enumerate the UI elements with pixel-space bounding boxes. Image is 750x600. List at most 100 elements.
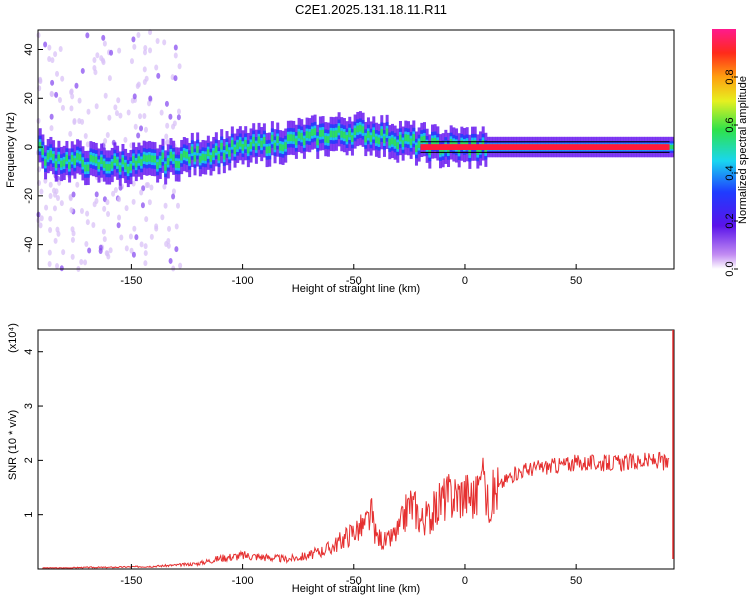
spectrogram-ridge-cell [142, 154, 146, 162]
spectrogram-ridge-cell [110, 161, 114, 169]
spectrogram-noise-blob [175, 202, 180, 209]
spectrogram-ridge-cell [321, 129, 325, 137]
spectrogram-noise-blob [113, 104, 118, 111]
spectrogram-noise-blob [143, 250, 148, 257]
spectrogram-ridge-cell [228, 149, 232, 157]
bottom-x-tick-label: 50 [570, 575, 582, 587]
spectrogram-ridge-cell [318, 130, 322, 137]
spectrogram-ridge-cell [225, 144, 229, 152]
top-x-tick-label: -100 [232, 275, 254, 287]
spectrogram-ridge-cell [468, 148, 472, 156]
spectrogram-noise-blob [143, 49, 148, 56]
spectrogram-noise-blob [53, 191, 58, 198]
spectrogram-noise-blob [103, 137, 108, 144]
spectrogram-noise-blob [136, 132, 141, 139]
bottom-x-tick-label: -100 [232, 575, 254, 587]
spectrogram-noise-blob [107, 75, 112, 82]
spectrogram-noise-blob [92, 57, 97, 64]
spectrogram-noise-blob [143, 260, 148, 267]
spectrogram-ridge-cell [481, 140, 485, 147]
spectrogram-noise-blob [59, 200, 64, 207]
spectrogram-noise-blob [84, 240, 89, 247]
spectrogram-ridge-cell [342, 131, 346, 139]
spectrogram-ridge-cell [174, 160, 178, 168]
spectrogram-noise-blob [72, 117, 77, 124]
spectrogram-noise-blob [164, 133, 169, 140]
spectrogram-ridge-cell [460, 140, 464, 148]
spectrogram-noise-blob [61, 249, 66, 256]
spectrogram-ridge-cell [268, 146, 272, 154]
spectrogram-ridge-cell [366, 131, 370, 138]
snr-frame [37, 329, 675, 570]
spectrogram-ridge-cell [60, 160, 64, 168]
spectrogram-noise-blob [155, 38, 160, 45]
spectrogram-noise-blob [131, 36, 136, 43]
spectrogram-noise-blob [68, 130, 73, 137]
top-x-tick-label: -150 [120, 275, 142, 287]
colorbar-tick-label: 0.4 [724, 165, 736, 180]
spectrogram-noise-blob [139, 189, 144, 196]
spectrogram-ridge-cell [105, 164, 109, 171]
spectrogram-ridge-cell [54, 161, 58, 169]
spectrogram-ridge-cell [406, 134, 410, 142]
spectrogram-ridge-cell [230, 140, 234, 147]
spectrogram-ridge-cell [148, 154, 152, 162]
figure-title: C2E1.2025.131.18.11.R11 [295, 2, 447, 17]
spectrogram-noise-blob [36, 32, 41, 39]
colorbar-tick-label: 0.8 [724, 69, 736, 84]
colorbar-tick-label: 0.0 [724, 261, 736, 276]
spectrogram-noise-blob [168, 113, 173, 120]
spectrogram-ridge-cell [156, 162, 160, 169]
spectrogram-noise-blob [130, 97, 135, 104]
spectrogram-ridge-cell [46, 152, 50, 160]
top-y-tick-label: -20 [23, 188, 35, 204]
spectrogram-noise-blob [117, 47, 122, 54]
spectrogram-ridge-cell [38, 141, 42, 149]
spectrogram-ridge-cell [393, 139, 397, 147]
spectrogram-ridge-cell [377, 137, 381, 145]
spectrogram-noise-blob [160, 214, 165, 221]
spectrogram-noise-blob [176, 114, 181, 121]
spectrogram-noise-blob [132, 93, 137, 100]
spectrogram-noise-blob [92, 201, 97, 208]
spectrogram-noise-blob [49, 91, 54, 98]
spectrogram-ridge-cell [316, 138, 320, 146]
spectrogram-ridge-cell [332, 130, 336, 138]
spectrogram-noise-blob [108, 247, 113, 254]
spectrogram-ridge-cell [233, 147, 237, 155]
spectrogram-ridge-cell [198, 155, 202, 163]
spectrogram-noise-blob [177, 63, 182, 70]
spectrogram-ridge-cell [94, 156, 98, 164]
spectrogram-ridge-cell [302, 138, 306, 146]
snr-series-polyline [42, 451, 670, 569]
spectrogram-noise-blob [132, 43, 137, 50]
spectrogram-noise-blob [173, 52, 178, 59]
snr-multiplier: (x10⁴) [7, 323, 19, 353]
spectrogram-noise-blob [98, 247, 103, 254]
spectrogram-ridge-cell [177, 161, 181, 169]
spectrogram-noise-blob [132, 225, 137, 232]
spectrogram-noise-blob [133, 123, 138, 130]
spectrogram-noise-blob [165, 139, 170, 146]
spectrogram-ridge-cell [124, 162, 128, 170]
spectrogram-ridge-cell [420, 136, 424, 144]
spectrogram-ridge-cell [345, 134, 349, 142]
spectrogram-noise-blob [77, 117, 82, 124]
spectrogram-ridge-cell [449, 139, 453, 146]
spectrogram-noise-blob [69, 105, 74, 112]
spectrogram-noise-blob [142, 66, 147, 73]
spectrogram-noise-blob [95, 52, 100, 59]
spectrogram-noise-blob [166, 242, 171, 249]
spectrogram-ridge-cell [52, 153, 56, 161]
spectrogram-ridge-cell [257, 136, 261, 144]
spectrogram-ridge-cell [361, 126, 365, 134]
spectrogram-ridge-cell [262, 137, 266, 144]
spectrogram-ridge-cell [196, 146, 200, 153]
spectrogram-noise-blob [124, 245, 129, 252]
spectrogram-noise-blob [39, 215, 44, 222]
spectrogram-noise-blob [119, 234, 124, 241]
spectrogram-noise-blob [118, 112, 123, 119]
spectrogram-noise-blob [75, 181, 80, 188]
spectrogram-ridge-cell [441, 146, 445, 154]
